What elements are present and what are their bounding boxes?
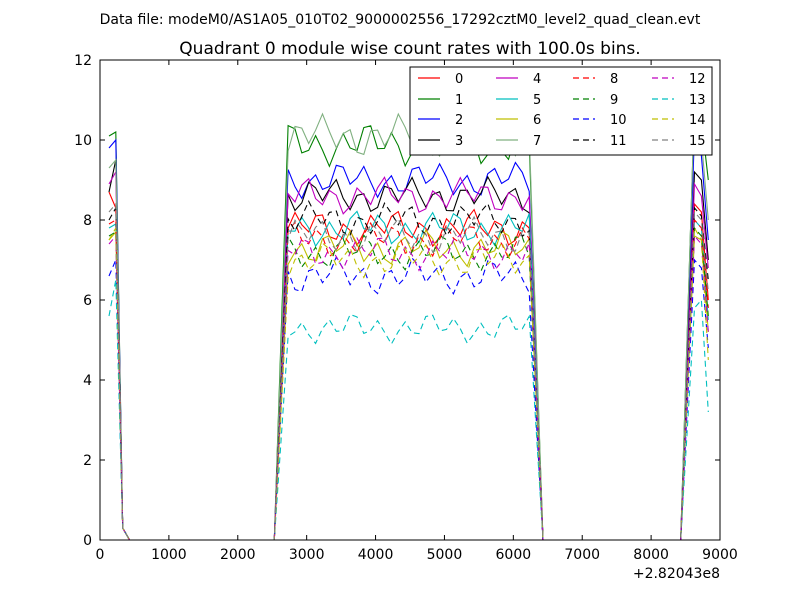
series-line-1 [108, 103, 709, 541]
series-line-4 [108, 169, 709, 541]
legend-label-0: 0 [455, 72, 463, 87]
legend-label-10: 10 [610, 113, 627, 128]
ticks-layer: 0 1000 2000 3000 4000 5000 6000 7000 8000 9000 0 2 4… [74, 53, 738, 563]
series-line-6 [108, 229, 709, 541]
legend-label-3: 3 [455, 134, 463, 149]
y-tick-label-2: 4 [83, 373, 92, 389]
legend-frame [409, 66, 713, 156]
series-line-14 [108, 225, 709, 541]
series-line-7 [108, 103, 709, 541]
y-tick-label-1: 2 [83, 453, 92, 469]
x-tick-label-0: 0 [96, 547, 105, 563]
legend-label-5: 5 [533, 93, 541, 108]
y-tick-label-0: 0 [83, 533, 92, 549]
series-line-3 [108, 159, 709, 541]
series-line-2 [108, 131, 709, 541]
x-tick-label-3: 3000 [289, 547, 325, 563]
series-line-10 [108, 255, 709, 541]
x-tick-label-8: 8000 [633, 547, 669, 563]
legend-label-9: 9 [610, 93, 618, 108]
legend-label-15: 15 [689, 134, 706, 149]
legend-label-13: 13 [689, 93, 706, 108]
series-layer [108, 103, 709, 541]
legend-label-7: 7 [533, 134, 541, 149]
legend-label-11: 11 [610, 134, 627, 149]
x-tick-label-1: 1000 [151, 547, 187, 563]
series-line-11 [108, 200, 709, 541]
plot-area: 0 1000 2000 3000 4000 5000 6000 7000 8000 9000 0 2 4… [74, 53, 738, 582]
legend-label-12: 12 [689, 72, 706, 87]
legend-label-2: 2 [455, 113, 463, 128]
series-line-5 [108, 210, 709, 541]
legend-label-4: 4 [533, 72, 541, 87]
series-line-12 [108, 234, 709, 541]
legend-label-8: 8 [610, 72, 618, 87]
legend-label-14: 14 [689, 113, 706, 128]
figure-suptitle: Data file: modeM0/AS1A05_010T02_90000025… [100, 12, 701, 28]
series-line-15 [108, 202, 709, 541]
x-offset-label: +2.82043e8 [633, 566, 720, 582]
x-tick-label-9: 9000 [702, 547, 738, 563]
series-line-8 [108, 218, 709, 541]
y-tick-label-5: 10 [74, 133, 92, 149]
legend-label-1: 1 [455, 93, 463, 108]
x-tick-label-7: 7000 [564, 547, 600, 563]
series-line-13 [108, 279, 709, 541]
y-tick-label-6: 12 [74, 53, 92, 69]
y-tick-label-3: 6 [83, 293, 92, 309]
x-tick-label-4: 4000 [358, 547, 394, 563]
x-tick-label-2: 2000 [220, 547, 256, 563]
y-tick-label-4: 8 [83, 213, 92, 229]
series-line-0 [108, 191, 709, 541]
chart-title: Quadrant 0 module wise count rates with … [179, 39, 640, 59]
legend-label-6: 6 [533, 113, 541, 128]
series-line-9 [108, 226, 709, 541]
x-tick-label-6: 6000 [496, 547, 532, 563]
x-tick-label-5: 5000 [427, 547, 463, 563]
